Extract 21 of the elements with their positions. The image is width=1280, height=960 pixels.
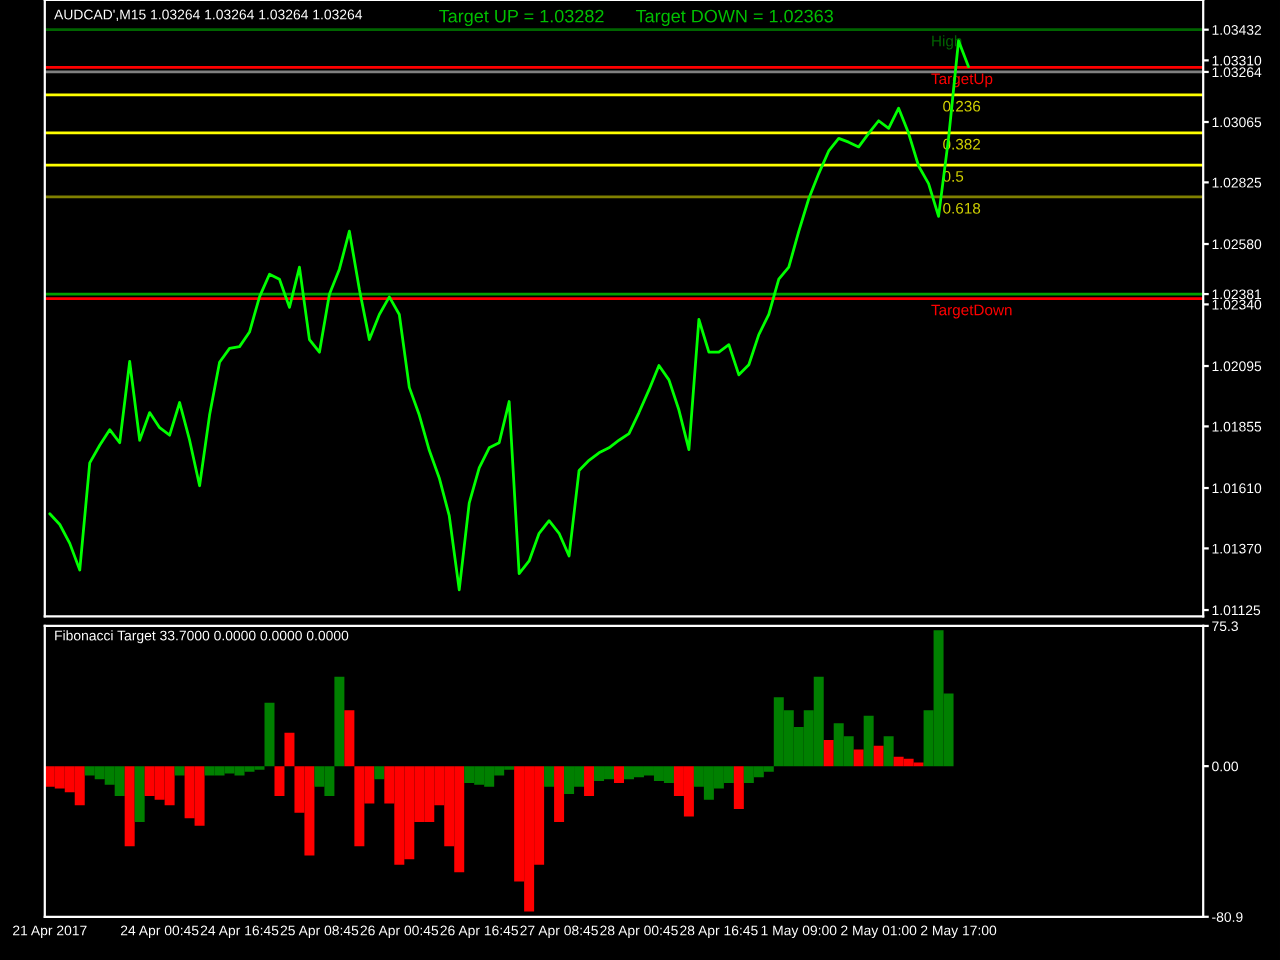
bar <box>554 766 565 823</box>
bar <box>863 715 874 767</box>
bar <box>284 732 295 767</box>
bar <box>853 749 864 767</box>
bar <box>544 766 555 787</box>
bar <box>264 702 275 767</box>
bar <box>274 766 285 796</box>
bar <box>334 676 345 767</box>
bar <box>344 710 355 767</box>
annotation: Target DOWN = 1.02363 <box>635 9 833 27</box>
bar <box>883 736 894 767</box>
bar <box>873 745 884 767</box>
bar <box>584 766 595 796</box>
bar <box>614 766 624 783</box>
bar <box>823 740 834 767</box>
bar <box>733 766 744 809</box>
annotation: Target UP = 1.03282 <box>439 9 604 27</box>
bar <box>124 766 135 847</box>
bar <box>174 766 185 776</box>
bar <box>134 766 145 823</box>
bar <box>374 766 385 780</box>
